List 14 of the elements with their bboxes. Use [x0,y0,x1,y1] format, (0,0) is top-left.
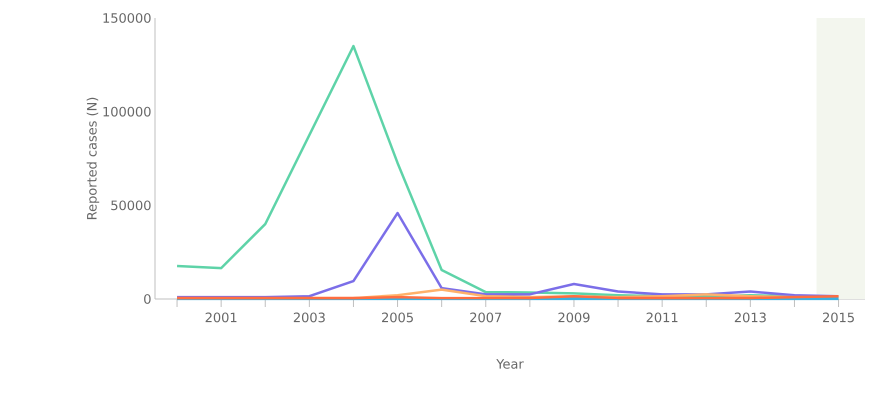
x-tick-label: 2003 [294,312,325,322]
x-tick-label: 2005 [382,312,413,322]
y-axis-title: Reported cases (N) [86,98,100,220]
x-tick-label: 2015 [823,312,854,322]
x-tick-label: 2009 [558,312,590,322]
x-axis-title: Year [496,359,524,369]
y-tick-label: 0 [144,294,151,304]
x-tick-label: 2001 [206,312,236,322]
y-tick-label: 100000 [103,106,151,117]
y-tick-label: 50000 [111,200,151,210]
x-tick-label: 2013 [734,312,766,322]
y-tick-label: 150000 [103,13,151,23]
x-tick-label: 2007 [470,312,502,322]
x-tick-label: 2011 [646,312,678,322]
